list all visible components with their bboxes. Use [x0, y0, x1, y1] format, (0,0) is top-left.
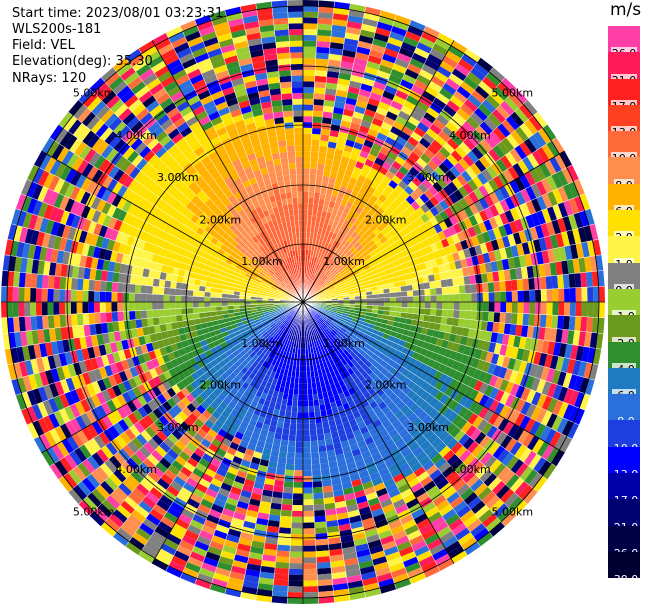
range-ring-label: 2.00km — [199, 213, 241, 226]
range-ring-label: 4.00km — [115, 463, 157, 476]
ppi-radar-plot: 1.00km 1.00km 1.00km 1.00km 2.00km 2.00km 2.00… — [1, 0, 605, 604]
colorbar-swatch: 0.0 — [608, 262, 640, 297]
field-label: Field: VEL — [12, 38, 75, 53]
colorbar-tick-label: -30.0 — [609, 573, 639, 587]
range-ring-label: 3.00km — [157, 171, 199, 184]
range-ring-label: 5.00km — [492, 505, 534, 518]
colorbar-swatch: -13.0 — [608, 446, 640, 481]
colorbar-swatch: -17.0 — [608, 473, 640, 507]
azimuth-spoke — [151, 40, 304, 303]
range-ring-label: 2.00km — [365, 379, 407, 392]
range-ring-label: 1.00km — [323, 255, 365, 268]
colorbar-swatch: 10.0 — [608, 131, 640, 166]
colorbar-swatch: 21.0 — [608, 52, 640, 87]
colorbar-swatch: 17.0 — [608, 78, 640, 113]
range-ring-label: 2.00km — [365, 213, 407, 226]
azimuth-spoke — [302, 301, 455, 564]
range-ring-label: 4.00km — [449, 129, 491, 142]
elevation-label: Elevation(deg): 35.30 — [12, 54, 153, 69]
azimuth-spoke — [302, 40, 455, 303]
azimuth-spoke — [302, 301, 565, 454]
azimuth-spoke — [151, 301, 304, 564]
nrays-label: NRays: 120 — [12, 71, 87, 86]
range-ring-label: 5.00km — [73, 505, 115, 518]
colorbar-swatch: 2.0 — [608, 210, 640, 245]
range-ring-label: 4.00km — [115, 129, 157, 142]
colorbar: 26.021.017.013.010.08.06.02.01.00.0-1.0-… — [608, 26, 640, 586]
colorbar-swatch: -4.0 — [608, 341, 640, 376]
range-ring-label: 5.00km — [73, 87, 115, 100]
azimuth-spoke — [302, 150, 565, 303]
range-ring-label: 1.00km — [241, 337, 283, 350]
range-ring-label: 3.00km — [157, 421, 199, 434]
range-ring-label: 5.00km — [492, 87, 534, 100]
range-ring-label: 1.00km — [323, 337, 365, 350]
colorbar-swatch: -30.0 — [608, 551, 640, 586]
start-time-label: Start time: 2023/08/01 03:23:31 — [12, 6, 224, 21]
colorbar-swatch: -10.0 — [608, 420, 640, 455]
colorbar-unit: m/s — [610, 0, 642, 20]
colorbar-swatch: -6.0 — [608, 367, 640, 403]
range-ring-label: 3.00km — [407, 171, 449, 184]
colorbar-swatch: -1.0 — [608, 288, 640, 324]
colorbar-swatch: 6.0 — [608, 183, 640, 219]
range-ring-label: 2.00km — [199, 379, 241, 392]
colorbar-swatch: -8.0 — [608, 394, 640, 428]
velocity-gates — [1, 0, 605, 604]
instrument-label: WLS200s-181 — [12, 22, 102, 37]
range-ring-label: 3.00km — [407, 421, 449, 434]
colorbar-swatch: -2.0 — [608, 315, 640, 350]
colorbar-swatch: -21.0 — [608, 499, 640, 534]
colorbar-swatch: -26.0 — [608, 525, 640, 560]
colorbar-swatch: 13.0 — [608, 104, 640, 140]
colorbar-swatch: 8.0 — [608, 157, 640, 192]
colorbar-swatch: 1.0 — [608, 236, 640, 271]
range-ring-label: 4.00km — [449, 463, 491, 476]
colorbar-swatch: 26.0 — [608, 26, 640, 61]
azimuth-spoke — [41, 301, 304, 454]
range-ring-label: 1.00km — [241, 255, 283, 268]
azimuth-spoke — [41, 150, 304, 303]
